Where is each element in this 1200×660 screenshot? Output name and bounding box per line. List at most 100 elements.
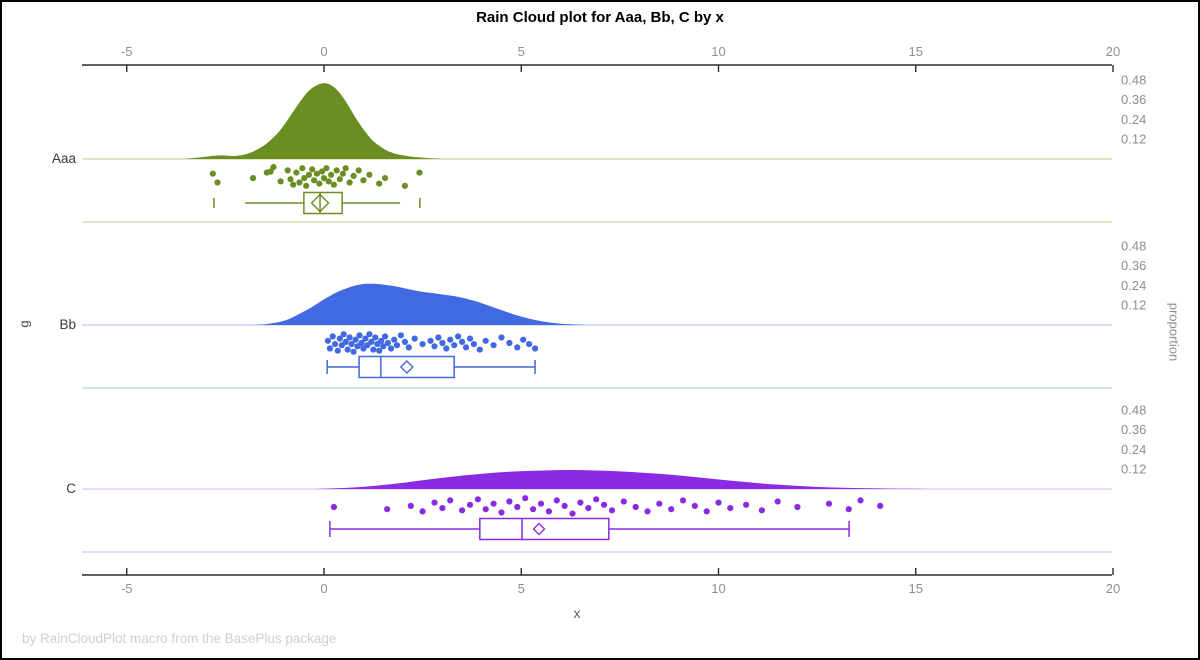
jitter-point	[370, 346, 377, 353]
jitter-point	[328, 171, 335, 178]
jitter-point	[391, 336, 398, 343]
jitter-point	[419, 341, 426, 348]
jitter-point	[362, 335, 369, 342]
jitter-point	[352, 336, 359, 343]
jitter-point	[656, 500, 663, 507]
jitter-point	[346, 179, 353, 186]
jitter-point	[466, 335, 474, 342]
jitter-point	[277, 178, 284, 185]
mean-diamond	[532, 522, 546, 536]
density-area	[182, 83, 443, 159]
jitter-point	[311, 177, 318, 184]
jitter-point	[290, 181, 297, 188]
jitter-point	[376, 347, 383, 354]
jitter-point	[727, 505, 734, 512]
jitter-point	[346, 334, 353, 341]
jitter-point	[476, 346, 483, 353]
jitter-point	[336, 176, 343, 183]
jitter-point	[342, 338, 349, 345]
proportion-tick-label: 0.24	[1121, 112, 1146, 127]
jitter-point	[270, 164, 277, 171]
box-rect	[358, 355, 455, 379]
jitter-point	[703, 508, 710, 515]
jitter-point	[608, 507, 616, 514]
jitter-point	[330, 181, 337, 188]
jitter-point	[522, 495, 529, 502]
jitter-point	[339, 170, 346, 177]
jitter-point	[384, 339, 391, 347]
jitter-point	[382, 175, 389, 182]
mean-diamond	[399, 360, 414, 374]
jitter-point	[482, 506, 489, 513]
jitter-point	[344, 346, 351, 353]
footer-note: by RainCloudPlot macro from the BasePlus…	[22, 631, 337, 646]
jitter-point	[209, 170, 216, 177]
axis-tick-label: -5	[121, 581, 133, 596]
axis-tick-label: -5	[121, 44, 133, 59]
jitter-point	[447, 497, 454, 504]
jitter-point	[350, 348, 357, 355]
jitter-point	[336, 335, 343, 342]
jitter-point	[401, 182, 408, 189]
group-label-aaa: Aaa	[51, 151, 76, 166]
jitter-point	[309, 166, 316, 173]
jitter-point	[355, 167, 362, 174]
jitter-point	[380, 343, 387, 350]
jitter-point	[498, 334, 505, 341]
proportion-tick-label: 0.12	[1121, 132, 1146, 147]
group-label-bb: Bb	[59, 317, 76, 332]
jitter-point	[320, 175, 328, 182]
jitter-point	[447, 336, 454, 343]
jitter-point	[296, 179, 303, 186]
jitter-point	[416, 169, 423, 176]
jitter-point	[526, 341, 533, 348]
axis-tick-label: 10	[711, 44, 725, 59]
jitter-point	[462, 344, 470, 351]
jitter-point	[644, 508, 651, 515]
jitter-point	[794, 503, 801, 511]
jitter-point	[356, 332, 363, 339]
jitter-point	[877, 502, 884, 509]
jitter-point	[490, 342, 497, 349]
jitter-point	[316, 180, 323, 187]
jitter-point	[384, 506, 391, 513]
jitter-point	[340, 331, 347, 338]
jitter-point	[482, 337, 489, 344]
jitter-point	[431, 343, 438, 350]
jitter-point	[514, 344, 521, 351]
jitter-point	[401, 338, 408, 345]
proportion-tick-label: 0.48	[1121, 238, 1146, 253]
mean-diamond	[310, 193, 330, 213]
jitter-point	[569, 510, 576, 517]
proportion-tick-label: 0.24	[1121, 278, 1146, 293]
jitter-point	[774, 498, 781, 505]
jitter-point	[715, 499, 722, 506]
jitter-point	[545, 508, 553, 515]
jitter-point	[514, 503, 521, 511]
jitter-point	[388, 345, 395, 352]
jitter-point	[419, 508, 426, 515]
box-rect	[303, 191, 343, 215]
jitter-point	[293, 169, 300, 176]
jitter-point	[474, 496, 481, 503]
jitter-point	[857, 497, 864, 504]
axis-tick-label: 15	[909, 44, 923, 59]
jitter-point	[333, 167, 340, 174]
proportion-axis-label: proportion	[1166, 302, 1182, 362]
density-area	[316, 470, 928, 489]
jitter-point	[393, 342, 401, 349]
jitter-point	[405, 344, 412, 351]
jitter-point	[470, 341, 477, 348]
jitter-point	[825, 500, 833, 507]
jitter-point	[366, 171, 373, 178]
jitter-point	[287, 176, 294, 183]
jitter-point	[313, 170, 320, 177]
proportion-tick-label: 0.48	[1121, 72, 1146, 87]
jitter-point	[845, 506, 852, 513]
jitter-point	[284, 167, 291, 174]
jitter-point	[561, 502, 568, 509]
jitter-point	[301, 175, 308, 182]
axis-tick-label: 5	[518, 44, 525, 59]
